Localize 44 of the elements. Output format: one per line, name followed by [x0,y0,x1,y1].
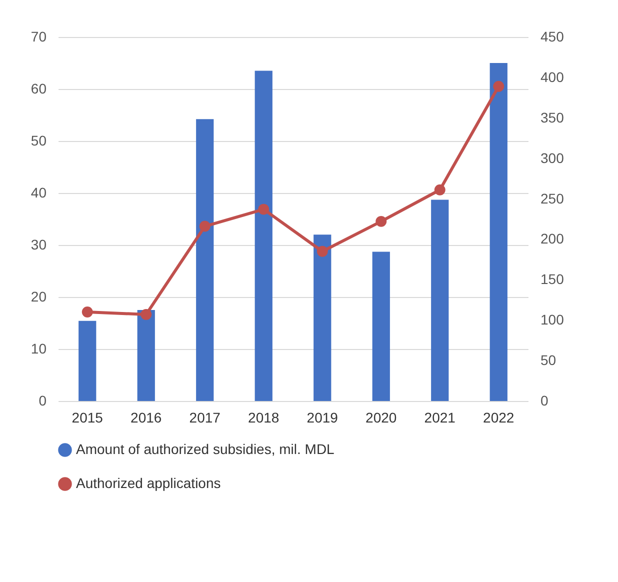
y-tick-label: 70 [30,28,47,44]
y-tick-label: 50 [30,132,47,148]
y2-tick-label: 100 [540,312,564,328]
y2-tick-label: 0 [540,392,548,408]
x-tick-label: 2019 [306,410,338,426]
y2-tick-label: 250 [540,190,564,206]
x-tick-label: 2018 [248,410,280,426]
bar [314,234,332,401]
y2-tick-label: 50 [540,352,556,368]
y-tick-label: 0 [38,392,47,408]
y-tick-label: 60 [30,80,47,96]
bar [196,119,214,401]
point [140,308,152,320]
legend-label: Amount of authorized subsidies, mil. MDL [76,441,335,457]
point [316,246,328,257]
y-tick-label: 10 [30,340,47,356]
bar [254,70,272,401]
x-tick-label: 2021 [424,410,456,426]
x-tick-label: 2015 [72,410,104,426]
point [199,220,210,232]
y-tick-label: 40 [30,184,47,200]
bar [372,252,390,401]
x-tick-label: 2020 [366,410,397,426]
y-tick-label: 20 [30,288,47,304]
point [493,80,504,92]
x-tick-label: 2017 [189,410,221,426]
y2-tick-label: 300 [540,150,564,166]
point [82,306,93,318]
x-tick-label: 2022 [483,410,514,426]
point [258,204,270,215]
y2-tick-label: 150 [540,271,564,288]
y-tick-label: 30 [30,236,47,252]
y2-tick-label: 400 [540,68,564,85]
bar [490,63,508,401]
x-tick-label: 2016 [130,410,162,426]
point [376,216,387,227]
y2-tick-label: 450 [540,28,564,44]
y2-tick-label: 200 [540,230,564,247]
bar [137,310,155,401]
legend-label: Authorized applications [76,475,221,491]
bar [431,200,449,401]
bar [78,320,96,401]
y2-tick-label: 350 [540,109,564,126]
point [434,184,446,196]
